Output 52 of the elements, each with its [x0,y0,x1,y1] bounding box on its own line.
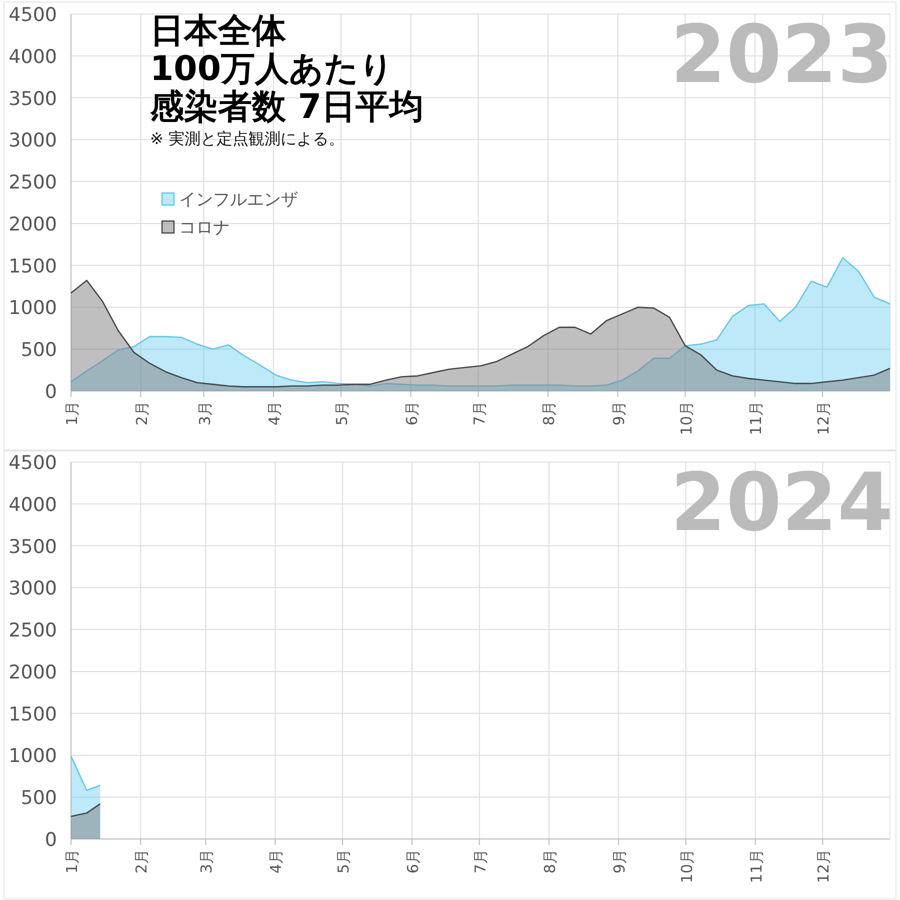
text: 100万人あたり [150,49,394,89]
y-tick-label: 1500 [8,255,57,278]
x-tick-label: 11月 [747,401,765,436]
x-tick-label: 6月 [402,401,421,426]
x-tick-label: 1月 [63,849,81,874]
y-tick-label: 4000 [8,46,57,68]
x-tick-label: 9月 [610,401,628,426]
x-tick-label: 12月 [814,401,832,436]
y-tick-label: 2000 [8,213,57,236]
x-tick-label: 3月 [198,849,216,874]
y-tick-label: 1000 [8,297,57,320]
y-tick-label: 500 [20,339,57,362]
x-tick-label: 4月 [266,401,284,426]
legend-label: コロナ [179,218,230,238]
y-tick-label: 3500 [8,88,57,110]
y-tick-label: 3000 [8,130,57,152]
x-tick-label: 10月 [678,849,696,884]
x-tick-label: 5月 [333,401,351,426]
annotation: 2024 [670,456,893,549]
y-tick-label: 2500 [8,172,57,194]
x-tick-label: 3月 [196,401,214,426]
y-tick-label: 3000 [8,578,57,600]
x-tick-label: 8月 [540,849,559,874]
y-tick-label: 4000 [8,494,57,516]
x-tick-label: 10月 [677,401,696,436]
annotation: 感染者数 7日平均 [149,87,424,127]
y-tick-label: 1500 [8,703,57,726]
y-tick-label: 3500 [8,536,57,558]
x-tick-label: 2月 [132,401,151,426]
annotation: ※ 実測と定点観測による。 [150,129,344,148]
y-tick-label: 0 [44,381,57,403]
y-tick-label: 500 [20,787,57,810]
y-tick-label: 2000 [8,661,57,684]
y-tick-label: 2500 [8,620,57,642]
x-tick-label: 12月 [814,849,833,884]
x-tick-label: 11月 [747,849,766,884]
y-tick-label: 0 [44,829,57,851]
x-tick-label: 4月 [267,849,286,874]
y-tick-label: 1000 [8,745,57,768]
chart-title: 日本全体 [150,11,287,51]
y-tick-label: 4500 [8,4,57,26]
legend-label: インフルエンザ [179,190,298,210]
x-tick-label: 1月 [63,401,81,426]
y-tick-label: 4500 [8,452,57,474]
x-tick-label: 5月 [334,849,353,874]
annotation: 2023 [670,8,893,101]
x-tick-label: 9月 [610,849,628,874]
x-tick-label: 7月 [470,401,488,426]
x-tick-label: 8月 [540,401,558,426]
x-tick-label: 7月 [471,849,490,874]
x-tick-label: 2月 [132,849,151,874]
x-tick-label: 6月 [404,849,422,874]
